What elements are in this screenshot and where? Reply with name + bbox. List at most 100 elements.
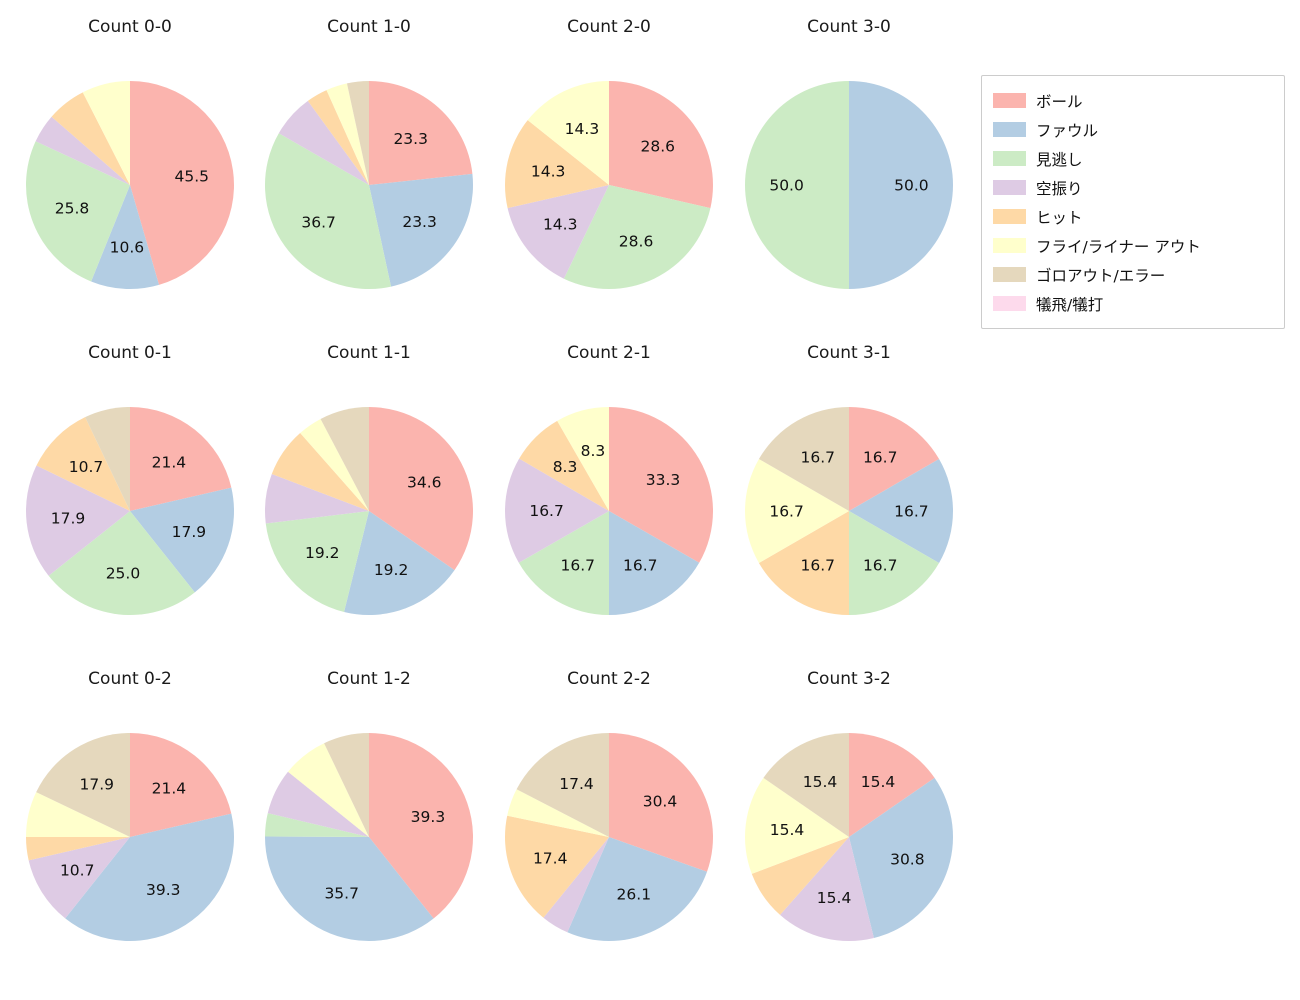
slice-label: 17.9 bbox=[51, 509, 86, 527]
pie-slice bbox=[504, 458, 609, 563]
legend-item-swinging-strike: 空振り bbox=[993, 173, 1273, 202]
pie-slice bbox=[609, 81, 713, 209]
pie-slice bbox=[26, 141, 130, 282]
slice-label: 16.7 bbox=[801, 448, 836, 466]
pie-slice bbox=[849, 777, 954, 938]
pie-chart-count-3-1: 16.7 16.7 16.7 16.7 16.7 16.7 bbox=[744, 407, 954, 615]
slice-label: 10.6 bbox=[110, 239, 145, 257]
pie-slice bbox=[516, 733, 609, 837]
slice-label: 16.7 bbox=[769, 502, 804, 520]
slice-label: 34.6 bbox=[407, 473, 442, 491]
legend-item-called-strike: 見逃し bbox=[993, 144, 1273, 173]
chart-title-count-1-0: Count 1-0 bbox=[327, 17, 411, 37]
slice-label: 16.7 bbox=[894, 502, 929, 520]
slice-label: 35.7 bbox=[324, 885, 359, 903]
slice-label: 16.7 bbox=[529, 502, 564, 520]
slice-label: 28.6 bbox=[619, 233, 654, 251]
pie-slice bbox=[751, 837, 849, 915]
chart-title-count-1-1: Count 1-1 bbox=[327, 343, 411, 363]
slice-label: 16.7 bbox=[801, 556, 836, 574]
legend-swatch-fly-liner-out bbox=[993, 238, 1026, 253]
pie-slice bbox=[758, 407, 849, 511]
pie-slice bbox=[324, 733, 369, 837]
chart-title-count-1-2: Count 1-2 bbox=[327, 669, 411, 689]
pie-slice bbox=[567, 837, 707, 941]
slice-label: 23.3 bbox=[393, 130, 428, 148]
pie-slice bbox=[91, 185, 160, 289]
legend-label-foul: ファウル bbox=[1036, 121, 1099, 140]
pie-slice bbox=[369, 733, 474, 919]
pie-slice bbox=[849, 407, 940, 511]
pie-slice bbox=[609, 511, 700, 615]
pie-slice bbox=[265, 511, 369, 612]
slice-label: 30.4 bbox=[643, 792, 678, 810]
pie-slice bbox=[26, 837, 130, 861]
legend-label-fly-liner-out: フライ/ライナー アウト bbox=[1036, 237, 1201, 256]
slice-label: 21.4 bbox=[152, 454, 187, 472]
pie-slice bbox=[505, 120, 609, 209]
pie-chart-count-2-0: 28.6 28.6 14.3 14.3 14.3 bbox=[505, 81, 713, 289]
slice-label: 30.8 bbox=[890, 851, 925, 869]
pie-chart-count-0-1: 21.4 17.9 25.0 17.9 10.7 bbox=[25, 407, 234, 616]
pie-chart-count-2-2: 30.4 26.1 17.4 17.4 bbox=[505, 733, 713, 941]
pie-slice bbox=[849, 459, 954, 563]
slice-label: 16.7 bbox=[863, 448, 898, 466]
pie-slice bbox=[65, 813, 234, 942]
pie-chart-count-2-1: 33.3 16.7 16.7 16.7 8.38.3 bbox=[504, 407, 714, 615]
slice-label: 39.3 bbox=[411, 808, 446, 826]
pie-slice bbox=[527, 81, 609, 185]
pie-slice bbox=[609, 407, 714, 563]
pie-slice bbox=[320, 407, 369, 511]
slice-label: 16.7 bbox=[863, 556, 898, 574]
legend-item-ball: ボール bbox=[993, 86, 1273, 115]
pie-chart-count-1-1: 34.6 19.2 19.2 bbox=[265, 407, 473, 616]
pie-slice bbox=[507, 185, 609, 279]
pie-slice bbox=[849, 81, 953, 289]
pie-slice bbox=[264, 133, 392, 290]
slice-label: 8.3 bbox=[553, 458, 578, 476]
legend-label-called-strike: 見逃し bbox=[1036, 150, 1083, 169]
legend-item-hit: ヒット bbox=[993, 202, 1273, 231]
slice-label: 33.3 bbox=[646, 471, 681, 489]
legend-swatch-called-strike bbox=[993, 151, 1026, 166]
slice-label: 16.7 bbox=[623, 556, 658, 574]
pie-slice bbox=[745, 777, 849, 874]
pie-slice bbox=[543, 837, 609, 933]
legend-label-groundout-error: ゴロアウト/エラー bbox=[1036, 266, 1166, 285]
pie-slice bbox=[507, 789, 609, 837]
slice-label: 14.3 bbox=[543, 215, 578, 233]
slice-label: 16.7 bbox=[560, 556, 595, 574]
pie-slice bbox=[130, 407, 232, 511]
pie-slice bbox=[369, 407, 473, 571]
pie-slice bbox=[130, 733, 232, 837]
pie-slice bbox=[28, 837, 130, 919]
pie-slice bbox=[51, 92, 130, 185]
slice-label: 14.3 bbox=[565, 120, 600, 138]
pie-slice bbox=[271, 433, 369, 511]
pie-slice bbox=[82, 81, 130, 185]
pie-slice bbox=[26, 792, 130, 837]
pie-slice bbox=[609, 733, 713, 872]
slice-label: 17.4 bbox=[559, 775, 594, 793]
pie-slice bbox=[25, 465, 130, 576]
slice-label: 15.4 bbox=[770, 821, 805, 839]
pie-slice bbox=[369, 173, 474, 287]
pie-slice bbox=[264, 836, 434, 942]
pie-slice bbox=[744, 459, 849, 563]
pie-slice bbox=[763, 733, 849, 837]
legend-swatch-swinging-strike bbox=[993, 180, 1026, 195]
pie-slice bbox=[36, 733, 130, 837]
legend-label-swinging-strike: 空振り bbox=[1036, 179, 1083, 198]
pie-slice bbox=[130, 81, 235, 285]
slice-label: 45.5 bbox=[175, 168, 210, 186]
slice-label: 17.9 bbox=[172, 523, 207, 541]
chart-title-count-0-0: Count 0-0 bbox=[88, 17, 172, 37]
pie-slice bbox=[849, 511, 940, 615]
slice-label: 19.2 bbox=[374, 561, 409, 579]
slice-label: 23.3 bbox=[402, 213, 437, 231]
pie-slice bbox=[518, 511, 609, 615]
slice-label: 17.4 bbox=[533, 849, 568, 867]
slice-label: 10.7 bbox=[69, 458, 104, 476]
chart-title-count-3-2: Count 3-2 bbox=[807, 669, 891, 689]
